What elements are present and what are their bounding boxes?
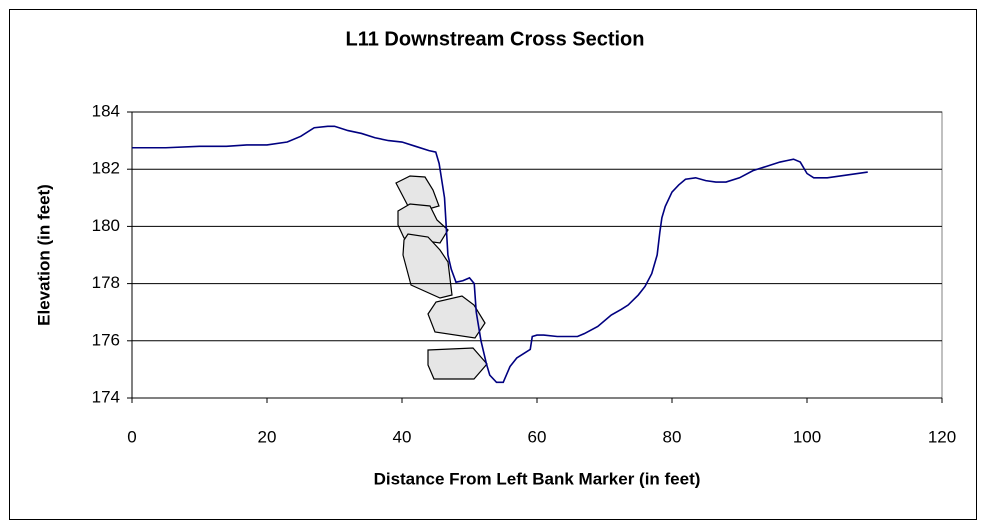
- x-tick-label: 0: [127, 427, 136, 446]
- y-axis-label: Elevation (in feet): [34, 184, 53, 326]
- y-tick-label: 174: [92, 387, 120, 406]
- x-tick-label: 40: [393, 427, 412, 446]
- x-tick-label: 80: [663, 427, 682, 446]
- x-tick-label: 60: [528, 427, 547, 446]
- y-tick-label: 176: [92, 330, 120, 349]
- y-tick-label: 178: [92, 273, 120, 292]
- y-tick-label: 182: [92, 159, 120, 178]
- chart-title: L11 Downstream Cross Section: [346, 28, 645, 50]
- y-tick-label: 180: [92, 216, 120, 235]
- y-tick-label: 184: [92, 101, 120, 120]
- x-tick-label: 20: [258, 427, 277, 446]
- chart: L11 Downstream Cross Section Distance Fr…: [0, 0, 986, 529]
- chart-border: [10, 10, 977, 520]
- x-tick-label: 100: [793, 427, 821, 446]
- x-axis-label: Distance From Left Bank Marker (in feet): [374, 469, 701, 488]
- x-tick-label: 120: [928, 427, 956, 446]
